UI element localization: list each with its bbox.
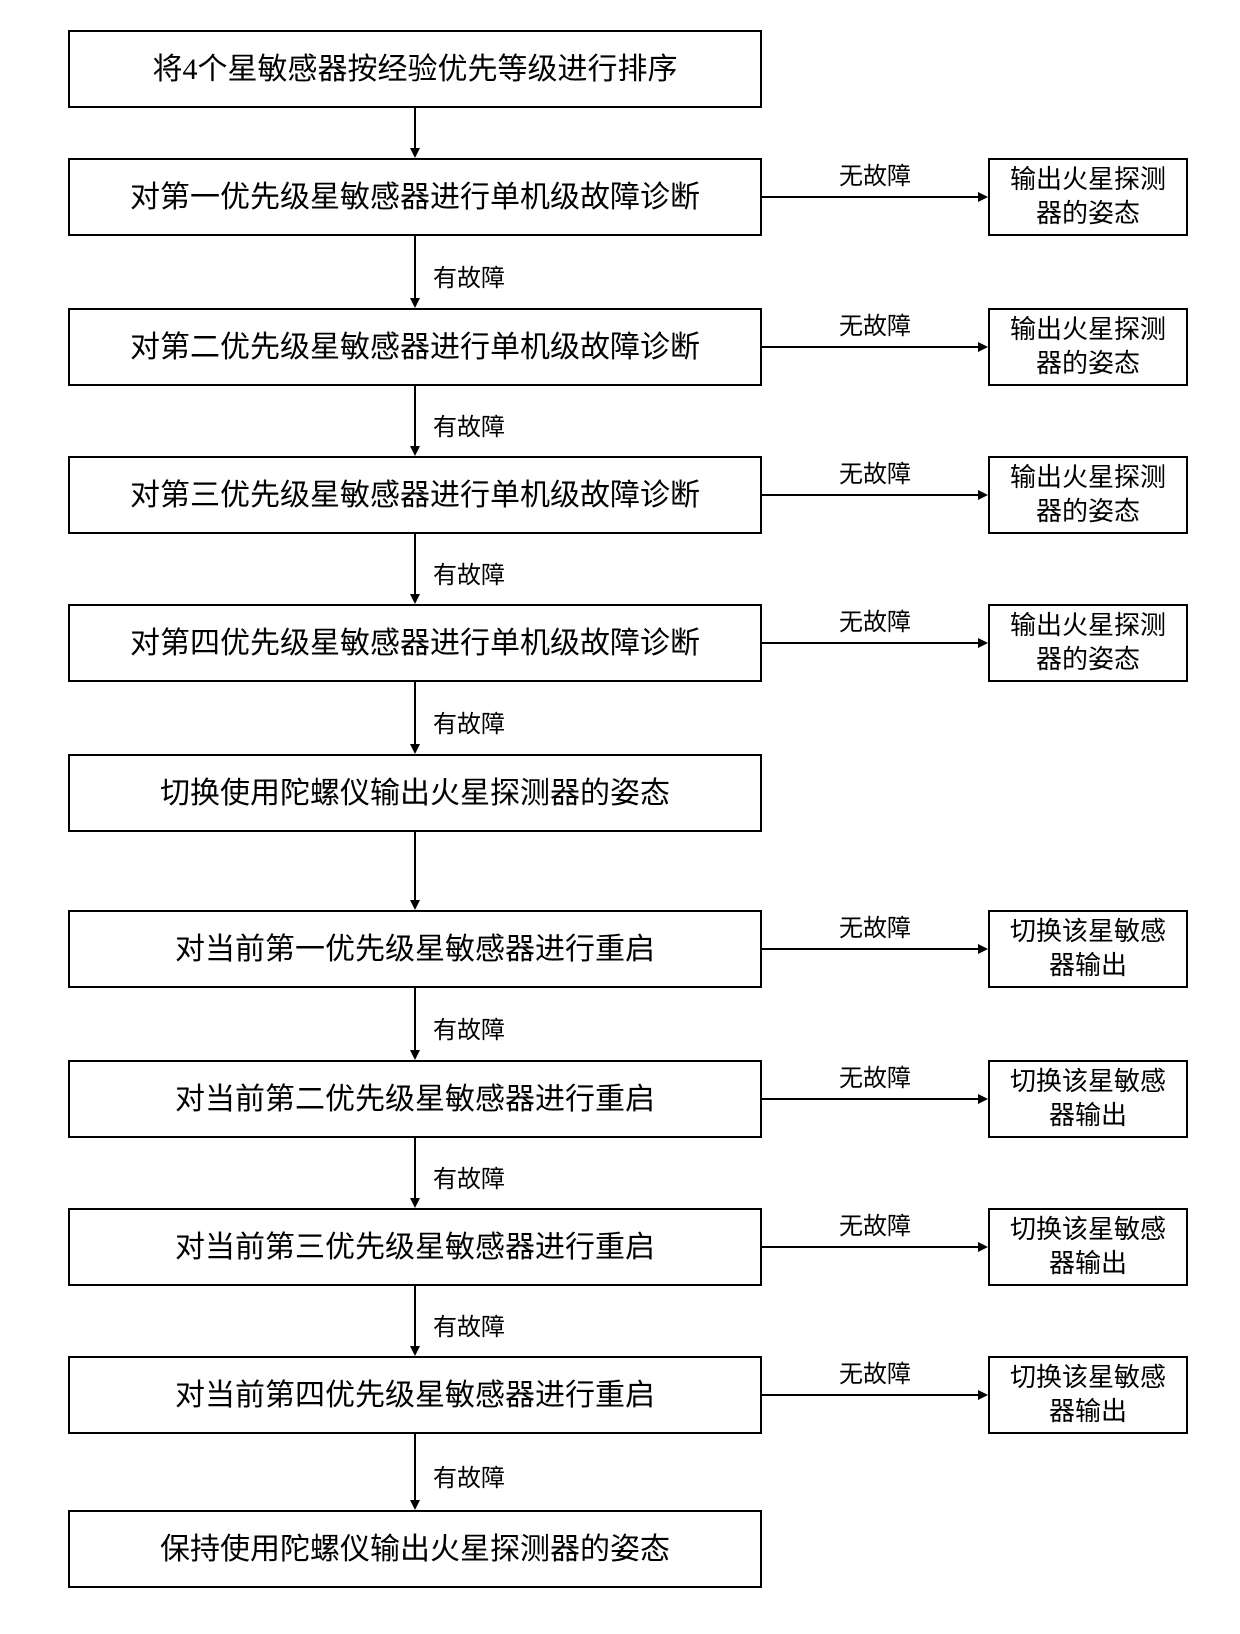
step-label: 对当前第二优先级星敏感器进行重启 bbox=[175, 1080, 655, 1119]
step-switch-to-gyro: 切换使用陀螺仪输出火星探测器的姿态 bbox=[68, 754, 762, 832]
edge-label: 有故障 bbox=[433, 1307, 505, 1342]
output-label: 切换该星敏感器输出 bbox=[998, 1213, 1178, 1281]
edge-label: 无故障 bbox=[839, 602, 911, 637]
step-diag-priority-1: 对第一优先级星敏感器进行单机级故障诊断 bbox=[68, 158, 762, 236]
step-label: 对当前第一优先级星敏感器进行重启 bbox=[175, 930, 655, 969]
step-restart-priority-4: 对当前第四优先级星敏感器进行重启 bbox=[68, 1356, 762, 1434]
output-label: 切换该星敏感器输出 bbox=[998, 1065, 1178, 1133]
step-restart-priority-1: 对当前第一优先级星敏感器进行重启 bbox=[68, 910, 762, 988]
edge-label: 有故障 bbox=[433, 407, 505, 442]
edge-label: 无故障 bbox=[839, 1354, 911, 1389]
edge-label: 有故障 bbox=[433, 704, 505, 739]
output-switch-sensor-1: 切换该星敏感器输出 bbox=[988, 910, 1188, 988]
step-keep-gyro: 保持使用陀螺仪输出火星探测器的姿态 bbox=[68, 1510, 762, 1588]
edge-label: 有故障 bbox=[433, 1458, 505, 1493]
edge-label: 有故障 bbox=[433, 1010, 505, 1045]
edge-label: 无故障 bbox=[839, 908, 911, 943]
edge-label: 无故障 bbox=[839, 454, 911, 489]
edge-label: 有故障 bbox=[433, 1159, 505, 1194]
step-label: 切换使用陀螺仪输出火星探测器的姿态 bbox=[160, 774, 670, 813]
step-label: 对当前第四优先级星敏感器进行重启 bbox=[175, 1376, 655, 1415]
output-switch-sensor-4: 切换该星敏感器输出 bbox=[988, 1356, 1188, 1434]
output-label: 输出火星探测器的姿态 bbox=[998, 163, 1178, 231]
step-diag-priority-3: 对第三优先级星敏感器进行单机级故障诊断 bbox=[68, 456, 762, 534]
output-attitude-2: 输出火星探测器的姿态 bbox=[988, 308, 1188, 386]
edge-label: 有故障 bbox=[433, 258, 505, 293]
step-label: 保持使用陀螺仪输出火星探测器的姿态 bbox=[160, 1530, 670, 1569]
edge-label: 无故障 bbox=[839, 156, 911, 191]
edge-label: 无故障 bbox=[839, 1206, 911, 1241]
step-label: 将4个星敏感器按经验优先等级进行排序 bbox=[153, 50, 678, 89]
edge-label: 无故障 bbox=[839, 306, 911, 341]
output-attitude-4: 输出火星探测器的姿态 bbox=[988, 604, 1188, 682]
step-label: 对当前第三优先级星敏感器进行重启 bbox=[175, 1228, 655, 1267]
output-label: 输出火星探测器的姿态 bbox=[998, 313, 1178, 381]
step-restart-priority-2: 对当前第二优先级星敏感器进行重启 bbox=[68, 1060, 762, 1138]
output-label: 输出火星探测器的姿态 bbox=[998, 461, 1178, 529]
output-label: 输出火星探测器的姿态 bbox=[998, 609, 1178, 677]
step-label: 对第四优先级星敏感器进行单机级故障诊断 bbox=[130, 624, 700, 663]
output-label: 切换该星敏感器输出 bbox=[998, 1361, 1178, 1429]
output-attitude-1: 输出火星探测器的姿态 bbox=[988, 158, 1188, 236]
flowchart-canvas: 将4个星敏感器按经验优先等级进行排序 对第一优先级星敏感器进行单机级故障诊断 对… bbox=[0, 0, 1240, 1634]
step-label: 对第二优先级星敏感器进行单机级故障诊断 bbox=[130, 328, 700, 367]
output-switch-sensor-3: 切换该星敏感器输出 bbox=[988, 1208, 1188, 1286]
step-diag-priority-4: 对第四优先级星敏感器进行单机级故障诊断 bbox=[68, 604, 762, 682]
output-label: 切换该星敏感器输出 bbox=[998, 915, 1178, 983]
output-attitude-3: 输出火星探测器的姿态 bbox=[988, 456, 1188, 534]
step-label: 对第三优先级星敏感器进行单机级故障诊断 bbox=[130, 476, 700, 515]
step-label: 对第一优先级星敏感器进行单机级故障诊断 bbox=[130, 178, 700, 217]
step-diag-priority-2: 对第二优先级星敏感器进行单机级故障诊断 bbox=[68, 308, 762, 386]
output-switch-sensor-2: 切换该星敏感器输出 bbox=[988, 1060, 1188, 1138]
step-restart-priority-3: 对当前第三优先级星敏感器进行重启 bbox=[68, 1208, 762, 1286]
edge-label: 有故障 bbox=[433, 555, 505, 590]
step-sort-sensors: 将4个星敏感器按经验优先等级进行排序 bbox=[68, 30, 762, 108]
edge-label: 无故障 bbox=[839, 1058, 911, 1093]
